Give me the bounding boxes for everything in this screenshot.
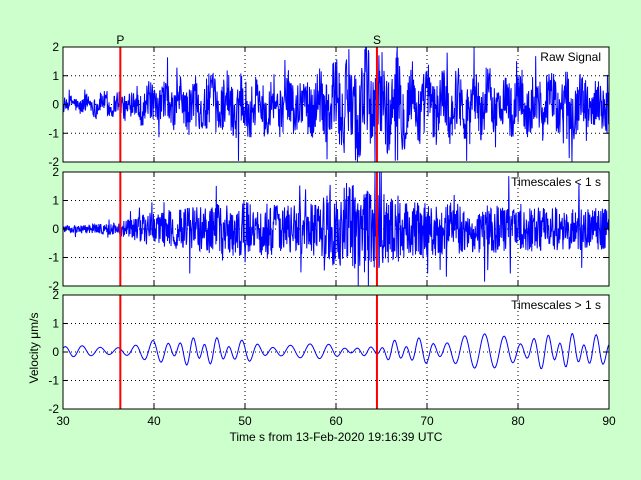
y-tick-label: -2: [48, 155, 59, 169]
panel-2: -2 -1 0 1 2 Timescales < 1 s: [48, 165, 610, 293]
y-tick-label: 0: [52, 345, 59, 359]
panel-title: Raw Signal: [540, 50, 601, 64]
x-tick-label: 30: [56, 414, 70, 428]
x-tick-label: 40: [147, 414, 161, 428]
phase-marker-label: P: [116, 33, 124, 47]
y-tick-label: 1: [52, 317, 59, 331]
y-tick-label: 2: [52, 165, 59, 179]
panels-group: P S -2 -1 0 1 2 Raw Signal -2 -1 0 1 2 Timescales < 1…: [48, 33, 616, 428]
y-axis-label: Velocity μm/s: [27, 313, 41, 384]
signal-trace: [62, 46, 610, 163]
y-tick-label: -2: [48, 279, 59, 293]
y-tick-label: 2: [52, 40, 59, 54]
x-tick-label: 70: [420, 414, 434, 428]
x-tick-label: 60: [329, 414, 343, 428]
panel-title: Timescales > 1 s: [511, 298, 601, 312]
x-tick-label: 90: [602, 414, 616, 428]
x-axis-label: Time s from 13-Feb-2020 19:16:39 UTC: [230, 430, 443, 444]
panel-1: P S -2 -1 0 1 2 Raw Signal: [48, 33, 610, 169]
y-tick-label: -1: [48, 374, 59, 388]
y-tick-label: 2: [52, 288, 59, 302]
y-tick-label: -2: [48, 402, 59, 416]
x-tick-label: 80: [511, 414, 525, 428]
signal-trace: [62, 171, 610, 287]
y-tick-label: 1: [52, 69, 59, 83]
phase-marker-label: S: [373, 33, 381, 47]
panel-3: -2 -1 0 1 2 30 40 50 60 70 80 90 Timescales > 1 s: [48, 288, 616, 428]
y-tick-label: -1: [48, 251, 59, 265]
signal-trace: [62, 332, 610, 370]
y-tick-label: -1: [48, 126, 59, 140]
panel-title: Timescales < 1 s: [511, 175, 601, 189]
x-tick-label: 50: [238, 414, 252, 428]
y-tick-label: 0: [52, 98, 59, 112]
y-tick-label: 1: [52, 194, 59, 208]
y-tick-label: 0: [52, 222, 59, 236]
